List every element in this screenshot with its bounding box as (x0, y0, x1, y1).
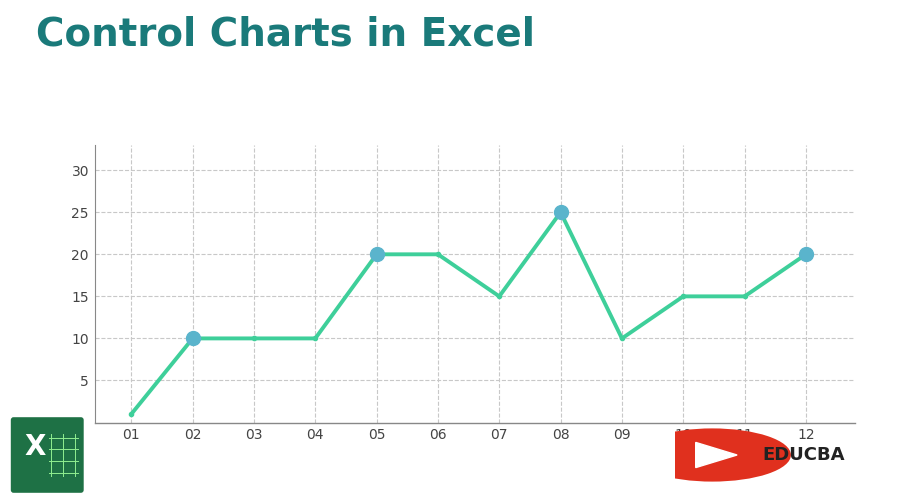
Polygon shape (696, 442, 737, 468)
FancyBboxPatch shape (11, 417, 84, 493)
Text: Control Charts in Excel: Control Charts in Excel (36, 15, 535, 53)
Text: EDUCBA: EDUCBA (762, 446, 844, 464)
Circle shape (634, 428, 791, 482)
Text: X: X (24, 432, 46, 460)
